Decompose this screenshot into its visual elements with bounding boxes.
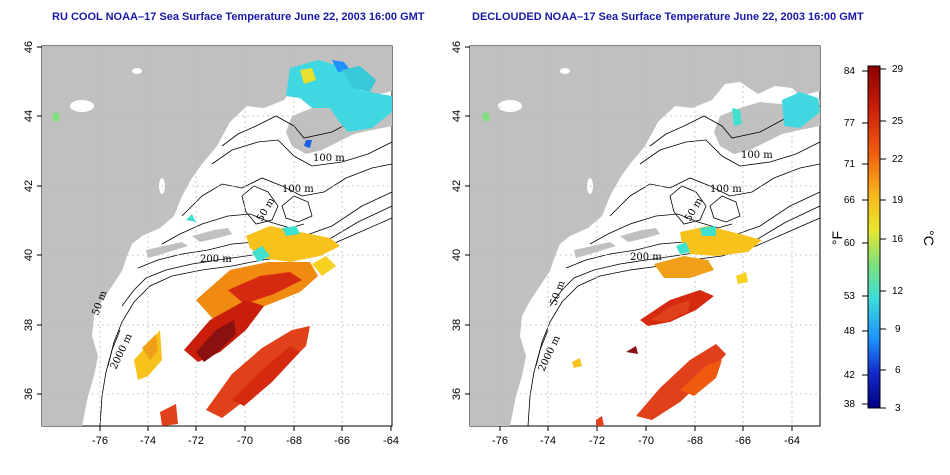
left-map-sst-patches: [52, 60, 392, 426]
colorbar-gradient: [867, 65, 881, 409]
left-map-title: RU COOL NOAA–17 Sea Surface Temperature …: [52, 11, 425, 23]
right-map: 100 m 100 m 50 m 200 m 50 m 2000 m -76 -…: [451, 41, 821, 447]
right-map-title: DECLOUDED NOAA–17 Sea Surface Temperatur…: [472, 11, 864, 23]
left-map: 100 m 100 m 50 m 200 m 50 m 2000 m -76 -…: [23, 41, 399, 447]
colorbar-celsius-tick: 16: [892, 234, 904, 245]
colorbar-fahrenheit-tick: 38: [844, 399, 856, 410]
left-y-tick-label: 40: [23, 249, 35, 261]
colorbar-fahrenheit-tick: 42: [844, 370, 856, 381]
colorbar-fahrenheit-tick: 71: [844, 159, 856, 170]
colorbar-ticks: [862, 68, 886, 409]
left-contour-label-100m: 100 m: [282, 184, 314, 195]
right-y-tick-label: 42: [451, 180, 463, 192]
colorbar-fahrenheit-tick: 53: [844, 291, 856, 302]
left-x-tick-label: -72: [188, 435, 204, 447]
right-y-tick-label: 46: [451, 41, 463, 53]
right-y-tick-label: 44: [451, 110, 463, 122]
colorbar-celsius-tick: 19: [892, 195, 904, 206]
right-map-tick-marks: [465, 46, 793, 431]
right-contour-label-100m-north: 100 m: [741, 150, 773, 161]
left-contour-label-100m-north: 100 m: [313, 153, 345, 164]
right-contour-label-100m: 100 m: [710, 184, 742, 195]
colorbar-celsius-unit: °C: [921, 230, 937, 246]
left-x-tick-label: -68: [286, 435, 302, 447]
left-x-tick-label: -74: [140, 435, 156, 447]
left-y-tick-label: 36: [23, 388, 35, 400]
colorbar-fahrenheit-tick: 77: [844, 118, 856, 129]
colorbar-fahrenheit-tick: 60: [844, 238, 856, 249]
colorbar-celsius-tick: 3: [895, 403, 901, 414]
right-x-tick-label: -68: [687, 435, 703, 447]
right-y-tick-label: 36: [451, 388, 463, 400]
colorbar-celsius-tick: 22: [892, 154, 904, 165]
left-y-tick-label: 42: [23, 180, 35, 192]
temperature-colorbar: 84 77 71 66 60 53 48 42 38 29 25 22 19 1…: [829, 64, 937, 414]
colorbar-celsius-tick: 29: [892, 64, 904, 75]
right-contour-label-200m: 200 m: [630, 252, 662, 263]
right-map-sst-patches: [482, 92, 820, 426]
right-y-tick-label: 40: [451, 249, 463, 261]
colorbar-celsius-tick: 25: [892, 116, 904, 127]
left-y-tick-label: 38: [23, 319, 35, 331]
right-x-tick-label: -76: [492, 435, 508, 447]
left-x-tick-label: -70: [237, 435, 253, 447]
right-x-tick-label: -74: [540, 435, 556, 447]
left-contour-label-200m: 200 m: [200, 254, 232, 265]
left-x-tick-label: -76: [92, 435, 108, 447]
colorbar-celsius-tick: 12: [892, 286, 904, 297]
right-x-tick-label: -66: [735, 435, 751, 447]
colorbar-fahrenheit-unit: °F: [829, 231, 845, 245]
left-map-tick-marks: [37, 46, 392, 431]
right-x-tick-label: -70: [638, 435, 654, 447]
left-y-tick-label: 44: [23, 110, 35, 122]
left-x-tick-label: -64: [383, 435, 399, 447]
right-x-tick-label: -72: [589, 435, 605, 447]
colorbar-celsius-tick: 6: [895, 365, 901, 376]
right-x-tick-label: -64: [784, 435, 800, 447]
colorbar-celsius-tick: 9: [895, 324, 901, 335]
left-x-tick-label: -66: [334, 435, 350, 447]
left-y-tick-label: 46: [23, 41, 35, 53]
colorbar-fahrenheit-tick: 48: [844, 326, 856, 337]
colorbar-fahrenheit-tick: 84: [844, 66, 856, 77]
colorbar-fahrenheit-tick: 66: [844, 195, 856, 206]
right-y-tick-label: 38: [451, 319, 463, 331]
